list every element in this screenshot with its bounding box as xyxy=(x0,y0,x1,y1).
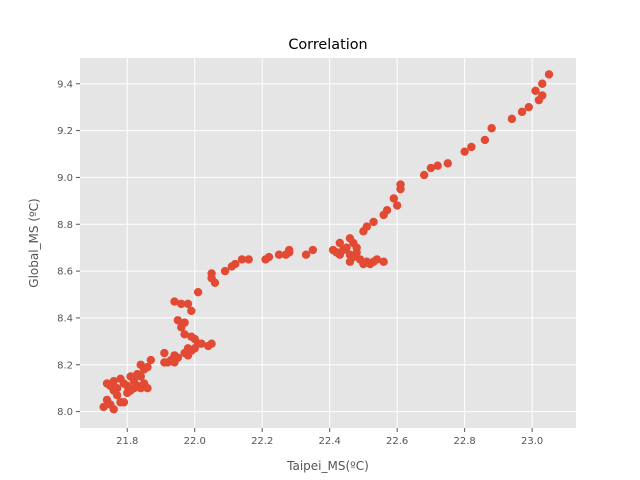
data-point xyxy=(342,243,351,252)
data-point xyxy=(284,245,294,255)
data-point xyxy=(345,257,355,266)
data-point xyxy=(231,259,240,269)
data-point xyxy=(419,170,429,180)
data-point xyxy=(173,316,183,325)
data-point xyxy=(308,245,318,255)
data-point xyxy=(99,402,108,412)
data-point xyxy=(301,250,311,259)
y-tick-label: 9.0 xyxy=(57,173,73,184)
data-point xyxy=(180,330,189,339)
data-point xyxy=(207,339,216,348)
data-point xyxy=(160,348,169,358)
x-tick-label: 21.8 xyxy=(116,436,138,447)
y-tick-label: 8.2 xyxy=(57,360,73,371)
y-axis-ticks: 8.0 8.2 8.4 8.6 8.8 9.0 9.2 9.4 xyxy=(57,79,80,418)
data-point xyxy=(396,180,405,189)
data-point xyxy=(544,70,554,79)
data-point xyxy=(538,79,547,88)
data-point xyxy=(143,362,152,372)
data-point xyxy=(170,297,179,306)
data-point xyxy=(146,355,156,365)
data-point xyxy=(274,250,284,259)
data-point xyxy=(362,222,372,231)
data-point xyxy=(487,124,496,133)
chart-title: Correlation xyxy=(288,37,367,53)
data-point xyxy=(109,376,118,386)
data-point xyxy=(467,142,476,152)
data-point xyxy=(460,147,469,156)
data-point xyxy=(183,299,193,309)
data-point xyxy=(139,379,149,388)
data-point xyxy=(177,299,186,309)
y-tick-label: 8.8 xyxy=(57,220,73,231)
data-point xyxy=(352,243,361,252)
data-point xyxy=(372,255,382,264)
x-axis-label: Taipei_MS(ºC) xyxy=(286,459,369,473)
x-tick-label: 22.8 xyxy=(454,436,476,447)
data-point xyxy=(187,332,196,341)
y-tick-label: 9.4 xyxy=(57,79,73,90)
x-tick-label: 22.0 xyxy=(184,436,206,447)
plot-area xyxy=(80,58,576,428)
data-point xyxy=(197,339,206,348)
data-point xyxy=(133,369,142,379)
data-point xyxy=(112,391,122,400)
data-point xyxy=(379,257,388,266)
data-point xyxy=(507,114,517,124)
x-axis-ticks: 21.8 22.0 22.2 22.4 22.6 22.8 23.0 xyxy=(116,428,543,447)
y-tick-label: 8.0 xyxy=(57,407,73,418)
data-point xyxy=(180,318,189,327)
data-point xyxy=(210,278,220,288)
data-point xyxy=(538,91,547,100)
data-point xyxy=(369,217,378,227)
data-point xyxy=(264,252,274,262)
data-points xyxy=(99,70,554,414)
y-tick-label: 8.4 xyxy=(57,313,73,324)
data-point xyxy=(109,405,118,414)
y-tick-label: 9.2 xyxy=(57,126,73,137)
data-point xyxy=(443,159,452,168)
data-point xyxy=(119,398,129,407)
y-tick-label: 8.6 xyxy=(57,267,73,278)
data-point xyxy=(126,386,135,395)
data-point xyxy=(244,255,253,264)
data-point xyxy=(237,255,247,264)
data-point xyxy=(433,161,442,170)
x-tick-label: 22.4 xyxy=(319,436,341,447)
y-axis-label: Global_MS (ºC) xyxy=(27,198,41,287)
data-point xyxy=(517,107,527,117)
data-point xyxy=(389,194,398,203)
data-point xyxy=(392,201,402,210)
data-point xyxy=(160,358,169,367)
data-point xyxy=(187,306,196,316)
x-tick-label: 22.2 xyxy=(251,436,273,447)
data-point xyxy=(531,86,540,95)
data-point xyxy=(480,135,490,145)
data-point xyxy=(335,238,345,248)
x-tick-label: 23.0 xyxy=(521,436,543,447)
data-point xyxy=(220,266,230,276)
data-point xyxy=(426,163,436,173)
data-point xyxy=(193,287,203,297)
data-point xyxy=(170,358,179,367)
data-point xyxy=(524,102,533,112)
x-tick-label: 22.6 xyxy=(386,436,408,447)
data-point xyxy=(382,206,392,215)
